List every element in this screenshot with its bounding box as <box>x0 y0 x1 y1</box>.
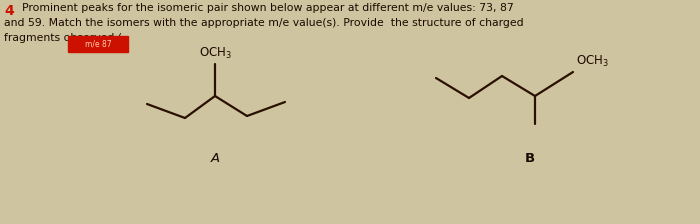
Text: Prominent peaks for the isomeric pair shown below appear at different m/e values: Prominent peaks for the isomeric pair sh… <box>22 3 514 13</box>
Text: OCH$_3$: OCH$_3$ <box>199 46 232 61</box>
Bar <box>68 36 128 52</box>
Text: and 59. Match the isomers with the appropriate m/e value(s). Provide  the struct: and 59. Match the isomers with the appro… <box>4 18 524 28</box>
Text: B: B <box>525 152 535 165</box>
Text: A: A <box>211 152 220 165</box>
Text: 4: 4 <box>4 4 14 18</box>
Text: OCH$_3$: OCH$_3$ <box>576 54 609 69</box>
Text: m/e 87: m/e 87 <box>85 39 111 49</box>
Text: fragments observed (: fragments observed ( <box>4 33 122 43</box>
